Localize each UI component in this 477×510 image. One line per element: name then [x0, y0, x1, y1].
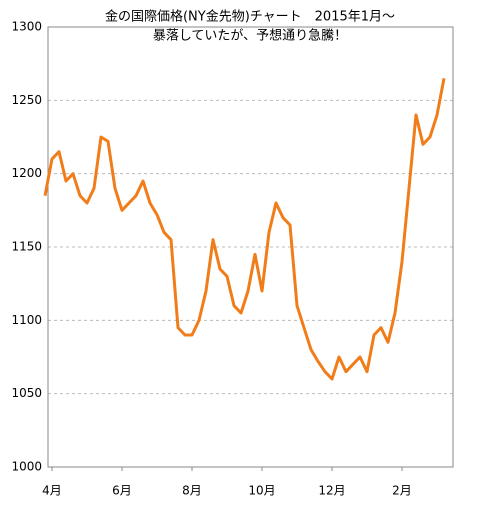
- x-tick-label: 8月: [182, 484, 202, 498]
- price-line: [43, 78, 446, 381]
- x-tick-label: 4月: [42, 484, 62, 498]
- y-tick-label: 1250: [11, 93, 42, 107]
- y-tick-label: 1100: [11, 313, 42, 327]
- y-tick-label: 1300: [11, 20, 42, 34]
- chart-title: 金の国際価格(NY金先物)チャート 2015年1月～: [105, 9, 395, 25]
- plot-frame: [47, 26, 454, 468]
- y-tick-label: 1200: [11, 166, 42, 180]
- x-tick-label: 10月: [248, 484, 275, 498]
- y-tick-label: 1150: [11, 240, 42, 254]
- chart-subtitle: 暴落していたが、予想通り急騰！: [153, 28, 347, 44]
- y-tick-label: 1050: [11, 386, 42, 400]
- x-tick-label: 2月: [392, 484, 412, 498]
- x-tick-label: 6月: [112, 484, 132, 498]
- y-tick-label: 1000: [11, 460, 42, 474]
- x-tick-label: 12月: [318, 484, 345, 498]
